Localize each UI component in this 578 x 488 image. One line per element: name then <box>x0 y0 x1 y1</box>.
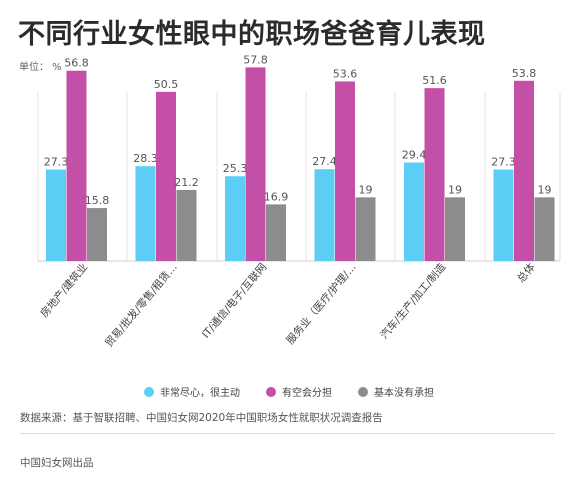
data-source: 数据来源：基于智联招聘、中国妇女网2020年中国职场女性就职状况调查报告 <box>20 412 383 424</box>
data-label-s2-c6: 53.8 <box>512 67 537 80</box>
category-label-1: 房地产/建筑业 <box>38 261 91 320</box>
data-label-s1-c1: 27.3 <box>44 156 69 169</box>
data-label-s1-c2: 28.3 <box>133 152 158 165</box>
data-label-s2-c4: 53.6 <box>333 67 358 80</box>
bar-s1-c2 <box>135 166 156 261</box>
divider <box>20 433 555 434</box>
bar-s3-c1 <box>87 208 107 261</box>
category-label-4: 服务业（医疗/护理/… <box>284 261 359 347</box>
bar-s2-c6 <box>514 80 534 262</box>
bar-s3-c6 <box>534 197 555 261</box>
chart-title: 不同行业女性眼中的职场爸爸育儿表现 <box>18 19 486 50</box>
category-label-6: 总体 <box>514 260 538 285</box>
bar-s3-c3 <box>266 204 286 261</box>
bar-s2-c5 <box>424 88 445 261</box>
legend-item-3: 基本没有承担 <box>358 384 434 399</box>
data-label-s3-c5: 19 <box>448 183 462 196</box>
bar-s1-c1 <box>46 169 66 261</box>
category-label-3: IT/通信/电子/互联网 <box>199 261 269 341</box>
bar-s3-c5 <box>445 197 465 261</box>
bar-s2-c1 <box>66 70 87 261</box>
publisher-credit: 中国妇女网出品 <box>20 457 94 469</box>
legend: 非常尽心，很主动 有空会分担 基本没有承担 <box>0 384 578 399</box>
bar-s1-c3 <box>225 176 245 261</box>
bar-s1-c4 <box>314 169 335 261</box>
category-label-2: 贸易/批发/零售/租赁… <box>102 261 180 350</box>
bar-s3-c4 <box>355 197 376 261</box>
data-label-s2-c3: 57.8 <box>243 53 268 66</box>
legend-dot-1 <box>144 386 154 397</box>
data-label-s3-c1: 15.8 <box>85 194 110 207</box>
legend-label-2: 有空会分担 <box>282 388 332 399</box>
legend-item-1: 非常尽心，很主动 <box>144 384 240 399</box>
data-label-s2-c2: 50.5 <box>154 78 179 91</box>
data-label-s2-c5: 51.6 <box>422 74 447 87</box>
data-label-s1-c6: 27.3 <box>491 156 516 169</box>
category-label-5: 汽车/生产/加工/制造 <box>378 260 449 341</box>
bar-s2-c4 <box>335 81 355 261</box>
legend-label-1: 非常尽心，很主动 <box>160 388 240 399</box>
bar-s2-c2 <box>156 91 176 261</box>
bar-s2-c3 <box>245 67 266 262</box>
bar-s3-c2 <box>176 189 197 261</box>
data-label-s1-c4: 27.4 <box>312 155 337 168</box>
unit-label: 单位： % <box>19 62 62 73</box>
legend-item-2: 有空会分担 <box>266 384 332 399</box>
legend-label-3: 基本没有承担 <box>374 388 434 399</box>
bar-s1-c5 <box>404 162 424 261</box>
legend-dot-2 <box>266 386 276 397</box>
data-label-s3-c6: 19 <box>538 183 552 196</box>
data-label-s3-c4: 19 <box>359 183 373 196</box>
bar-s1-c6 <box>493 169 514 261</box>
data-label-s1-c3: 25.3 <box>223 162 248 175</box>
bar-chart: 27.3 56.8 15.8 房地产/建筑业 28.3 50.5 21.2 贸易/批发/零售/… <box>37 53 561 350</box>
data-label-s2-c1: 56.8 <box>64 57 89 70</box>
data-label-s3-c3: 16.9 <box>264 190 289 203</box>
legend-dot-3 <box>358 386 368 397</box>
data-label-s3-c2: 21.2 <box>174 176 199 189</box>
data-label-s1-c5: 29.4 <box>402 149 427 162</box>
